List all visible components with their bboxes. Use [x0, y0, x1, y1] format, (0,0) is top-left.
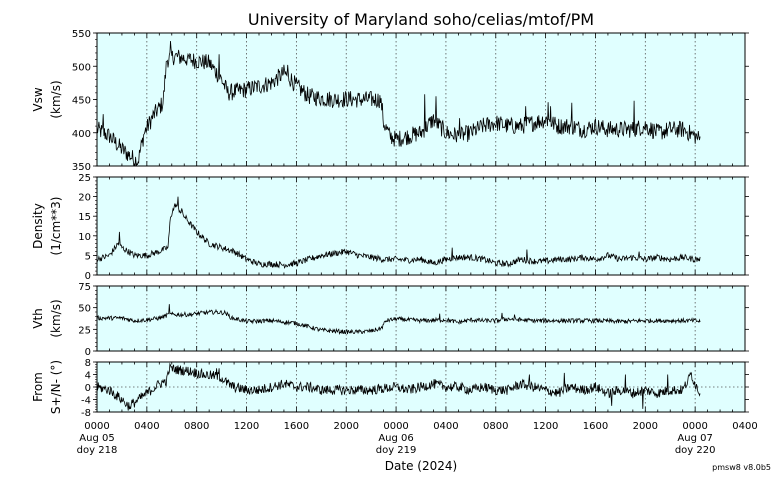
chart-title: University of Maryland soho/celias/mtof/…	[248, 10, 594, 29]
y-tick-label: 10	[78, 232, 91, 243]
y-axis-label: Vsw	[31, 87, 45, 111]
x-tick-label: 1200	[533, 421, 558, 432]
y-axis-label: S+/N- (°)	[49, 360, 63, 414]
y-tick-label: 550	[72, 29, 91, 40]
panel-1: 350 400 450 500 550 Vsw (km/s)	[31, 29, 749, 173]
y-tick-label: 4	[85, 371, 91, 382]
x-tick-label: 0800	[184, 421, 209, 432]
x-tick-label: 2000	[633, 421, 658, 432]
panel-3: 0 25 50 75 Vth (km/s)	[31, 282, 749, 358]
x-axis-label: Date (2024)	[385, 459, 457, 473]
y-tick-label: 50	[78, 304, 91, 315]
y-tick-label: 5	[85, 251, 91, 262]
x-tick-label: 0400	[732, 421, 757, 432]
y-tick-label: 0	[85, 271, 91, 282]
x-tick-label: 0400	[433, 421, 458, 432]
x-tick-label: 1200	[234, 421, 259, 432]
x-date-label: Aug 06	[378, 433, 413, 444]
y-tick-label: 0	[85, 347, 91, 358]
y-tick-label: 400	[72, 129, 91, 140]
x-doy-label: doy 220	[675, 445, 716, 456]
x-tick-label: 0400	[134, 421, 159, 432]
y-axis-label: Vth	[31, 308, 45, 329]
y-tick-label: 350	[72, 162, 91, 173]
x-tick-label: 2000	[334, 421, 359, 432]
y-axis-label: Density	[31, 203, 45, 249]
x-doy-label: doy 218	[77, 445, 118, 456]
y-tick-label: 8	[85, 358, 91, 369]
series-line	[96, 304, 701, 336]
series-line	[96, 362, 701, 411]
x-tick-label: 0000	[682, 421, 707, 432]
y-axis-label: (1/cm**3)	[49, 197, 63, 256]
plot-area	[97, 286, 745, 351]
plot-area	[97, 177, 745, 275]
y-tick-label: 25	[78, 173, 91, 184]
x-date-label: Aug 05	[79, 433, 114, 444]
x-tick-label: 1600	[284, 421, 309, 432]
y-tick-label: 500	[72, 62, 91, 73]
software-credit: pmsw8 v8.0b5	[712, 463, 771, 472]
panel-2: 0 5 10 15 20 25 Density (1/cm**3)	[31, 173, 749, 282]
y-tick-label: 0	[85, 383, 91, 394]
x-doy-label: doy 219	[376, 445, 417, 456]
series-line	[96, 40, 701, 167]
plot-area	[97, 33, 745, 166]
y-tick-label: 450	[72, 96, 91, 107]
x-tick-label: 0000	[84, 421, 109, 432]
y-axis-label: From	[31, 372, 45, 402]
y-axis-label: (km/s)	[49, 80, 63, 118]
x-axis: 0000 0400 0800 1200 1600 2000 0000 0400 0800 1200…	[77, 421, 758, 456]
panel-4: -8-4 04 8 From S+/N- (°)	[31, 358, 749, 419]
y-tick-label: -4	[81, 396, 91, 407]
series-line	[96, 196, 701, 269]
y-tick-label: 75	[78, 282, 91, 293]
x-date-label: Aug 07	[677, 433, 712, 444]
y-axis-label: (km/s)	[49, 299, 63, 337]
y-tick-label: 25	[78, 325, 91, 336]
y-tick-label: -8	[81, 408, 91, 419]
x-tick-label: 1600	[583, 421, 608, 432]
x-tick-label: 0800	[483, 421, 508, 432]
x-tick-label: 0000	[383, 421, 408, 432]
y-tick-label: 20	[78, 193, 91, 204]
y-tick-label: 15	[78, 212, 91, 223]
